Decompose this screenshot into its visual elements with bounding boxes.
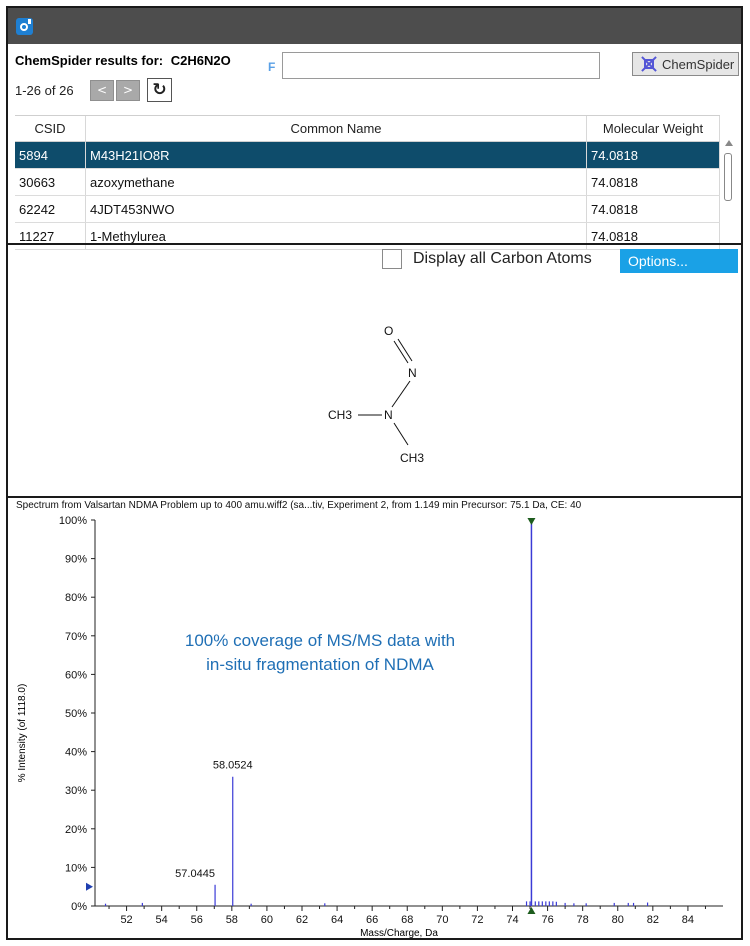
x-tick-label: 74 (506, 914, 518, 926)
filter-label: F (268, 60, 276, 74)
y-tick-label: 40% (65, 747, 87, 759)
x-tick-label: 60 (261, 914, 273, 926)
x-axis-label: Mass/Charge, Da (360, 928, 438, 938)
y-tick-label: 20% (65, 824, 87, 836)
cell-molecular-weight: 74.0818 (587, 142, 720, 168)
y-axis-label: % Intensity (of 1118.0) (17, 684, 28, 783)
chemspider-button[interactable]: ChemSpider (632, 52, 739, 76)
refresh-icon: ↻ (152, 80, 167, 100)
results-table: CSID Common Name Molecular Weight 5894 M… (15, 115, 720, 250)
y-tick-label: 10% (65, 862, 87, 874)
atom-methyl-bottom: CH3 (400, 451, 424, 465)
cell-common-name: M43H21IO8R (86, 142, 587, 168)
cell-molecular-weight: 74.0818 (587, 196, 720, 222)
atom-oxygen: O (384, 324, 393, 338)
x-tick-label: 80 (612, 914, 624, 926)
x-tick-label: 78 (577, 914, 589, 926)
intensity-marker-icon (86, 882, 93, 891)
molecule-structure: O N N CH3 CH3 (328, 324, 424, 465)
results-formula: C2H6N2O (170, 53, 231, 68)
x-tick-label: 84 (682, 914, 694, 926)
column-header-molecular-weight[interactable]: Molecular Weight (587, 116, 720, 141)
precursor-top-marker-icon (527, 518, 536, 525)
cell-common-name: 4JDT453NWO (86, 196, 587, 222)
cell-csid: 11227 (15, 223, 86, 249)
chemspider-button-label: ChemSpider (662, 56, 735, 72)
scroll-thumb[interactable] (724, 153, 732, 201)
x-tick-label: 70 (436, 914, 448, 926)
y-tick-label: 60% (65, 669, 87, 681)
search-input[interactable] (282, 52, 600, 79)
x-tick-label: 64 (331, 914, 343, 926)
peak-label: 58.0524 (213, 760, 253, 772)
app-logo-icon (16, 18, 33, 35)
cell-molecular-weight: 74.0818 (587, 169, 720, 195)
spectrum-title: Spectrum from Valsartan NDMA Problem up … (16, 500, 582, 511)
atom-methyl-left: CH3 (328, 408, 352, 422)
results-title-prefix: ChemSpider results for: (15, 53, 164, 68)
y-tick-label: 0% (71, 901, 87, 913)
table-header: CSID Common Name Molecular Weight (15, 115, 720, 142)
cell-csid: 62242 (15, 196, 86, 222)
x-tick-label: 76 (541, 914, 553, 926)
next-page-button[interactable]: > (116, 80, 140, 101)
y-tick-label: 70% (65, 631, 87, 643)
table-scrollbar[interactable] (722, 140, 734, 242)
prev-page-button[interactable]: < (90, 80, 114, 101)
column-header-csid[interactable]: CSID (15, 116, 86, 141)
y-tick-label: 100% (59, 515, 87, 527)
options-button[interactable]: Options... (620, 249, 738, 273)
cell-common-name: 1-Methylurea (86, 223, 587, 249)
table-row[interactable]: 62242 4JDT453NWO 74.0818 (15, 196, 720, 223)
x-tick-label: 66 (366, 914, 378, 926)
cell-csid: 5894 (15, 142, 86, 168)
cell-common-name: azoxymethane (86, 169, 587, 195)
results-title: ChemSpider results for: C2H6N2O (15, 53, 231, 68)
x-tick-label: 56 (191, 914, 203, 926)
refresh-button[interactable]: ↻ (147, 78, 172, 102)
cell-molecular-weight: 74.0818 (587, 223, 720, 249)
table-row[interactable]: 30663 azoxymethane 74.0818 (15, 169, 720, 196)
x-tick-label: 62 (296, 914, 308, 926)
x-tick-label: 58 (226, 914, 238, 926)
x-tick-label: 68 (401, 914, 413, 926)
precursor-bottom-marker-icon (527, 907, 536, 914)
peak-label: 57.0445 (175, 868, 215, 880)
column-header-common-name[interactable]: Common Name (86, 116, 587, 141)
x-tick-label: 82 (647, 914, 659, 926)
annotation-line-1: 100% coverage of MS/MS data with (185, 631, 455, 650)
y-tick-label: 50% (65, 708, 87, 720)
annotation-line-2: in-situ fragmentation of NDMA (206, 655, 434, 674)
y-tick-label: 30% (65, 785, 87, 797)
display-carbon-checkbox[interactable] (382, 249, 402, 269)
display-carbon-label: Display all Carbon Atoms (413, 250, 592, 267)
table-row[interactable]: 5894 M43H21IO8R 74.0818 (15, 142, 720, 169)
title-bar (6, 6, 743, 44)
panel-divider (6, 496, 743, 498)
chemspider-icon (641, 56, 657, 72)
spectrum-chart: 0% 10% 20% 30% 40% 50% 60% 70% 80% 90% 100% 52 54 56 5… (17, 515, 723, 938)
y-tick-label: 90% (65, 554, 87, 566)
y-tick-label: 80% (65, 592, 87, 604)
x-tick-label: 52 (120, 914, 132, 926)
x-tick-label: 54 (156, 914, 168, 926)
x-tick-label: 72 (471, 914, 483, 926)
panel-divider (6, 243, 743, 245)
table-row[interactable]: 11227 1-Methylurea 74.0818 (15, 223, 720, 250)
results-count: 1-26 of 26 (15, 83, 74, 98)
scroll-up-icon[interactable] (725, 140, 733, 146)
cell-csid: 30663 (15, 169, 86, 195)
atom-nitrogen-amine: N (384, 408, 393, 422)
atom-nitrogen-nitroso: N (408, 366, 417, 380)
